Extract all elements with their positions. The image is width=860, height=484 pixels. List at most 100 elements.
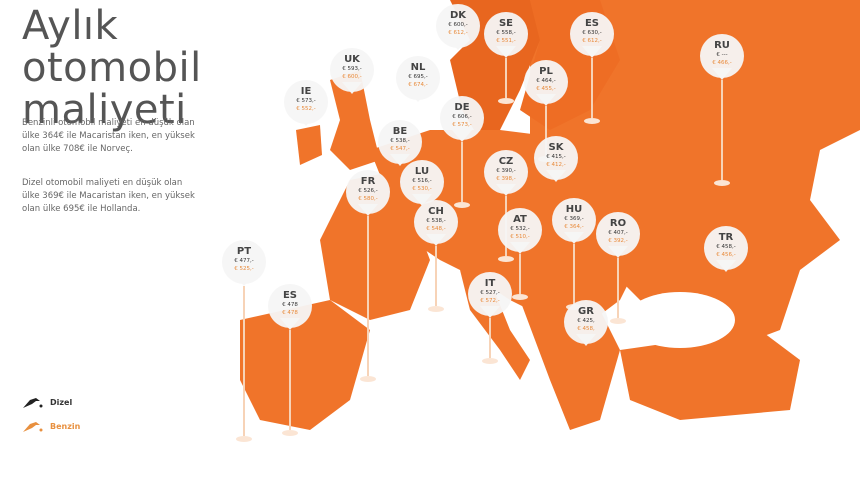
pin-bubble: SE € 558,- € 551,- xyxy=(484,12,528,56)
petrol-cost: € 674,- xyxy=(408,82,428,88)
pin-bubble: AT € 532,- € 510,- xyxy=(498,208,542,252)
country-pin-gr[interactable]: GR € 425, € 458, xyxy=(564,300,608,400)
country-pin-tr[interactable]: TR € 458,- € 456,- xyxy=(704,226,748,326)
pin-bubble: LU € 516,- € 530,- xyxy=(400,160,444,204)
country-pin-hu[interactable]: HU € 369,- € 364,- xyxy=(552,198,596,310)
petrol-cost: € 612,- xyxy=(448,30,468,36)
pin-bubble: HU € 369,- € 364,- xyxy=(552,198,596,242)
diesel-cost: € 695,- xyxy=(408,74,428,80)
diesel-cost: € 477,- xyxy=(234,258,254,264)
country-pin-ie[interactable]: IE € 573,- € 552,- xyxy=(284,80,328,180)
country-pin-lu[interactable]: LU € 516,- € 530,- xyxy=(400,160,444,260)
petrol-cost: € 455,- xyxy=(536,86,556,92)
petrol-cost: € 530,- xyxy=(412,186,432,192)
country-code: SE xyxy=(498,18,514,29)
country-pin-de[interactable]: DE € 606,- € 573,- xyxy=(440,96,484,208)
pin-base xyxy=(236,436,252,442)
diesel-cost: € 369,- xyxy=(564,216,584,222)
country-pin-cz[interactable]: CZ € 390,- € 398,- xyxy=(484,150,528,262)
petrol-cost: € 573,- xyxy=(452,122,472,128)
country-pin-ru[interactable]: RU € --- € 466,- xyxy=(700,34,744,186)
diesel-cost: € 538,- xyxy=(390,138,410,144)
pin-stem xyxy=(519,254,521,294)
country-pin-se[interactable]: SE € 558,- € 551,- xyxy=(484,12,528,112)
petrol-cost: € 458, xyxy=(577,326,595,332)
pin-bubble: RO € 407,- € 392,- xyxy=(596,212,640,256)
country-code: DK xyxy=(449,10,467,21)
country-code: ES xyxy=(282,290,298,301)
title-line-2: otomobil xyxy=(22,44,202,91)
pin-bubble: TR € 458,- € 456,- xyxy=(704,226,748,270)
country-pin-ch[interactable]: CH € 538,- € 548,- xyxy=(414,200,458,312)
legend: Dizel Benzin xyxy=(22,390,80,438)
diesel-cost: € 464,- xyxy=(536,78,556,84)
country-pin-nl[interactable]: NL € 695,- € 674,- xyxy=(396,56,440,156)
pin-base xyxy=(584,118,600,124)
pin-stem xyxy=(243,286,245,436)
petrol-cost: € 552,- xyxy=(296,106,316,112)
page-title: Aylık otomobil maliyeti xyxy=(22,5,202,131)
pin-bubble: FR € 526,- € 580,- xyxy=(346,170,390,214)
title-line-1: Aylık xyxy=(22,2,119,49)
country-pin-ro[interactable]: RO € 407,- € 392,- xyxy=(596,212,640,324)
pin-base xyxy=(714,180,730,186)
pin-bubble: UK € 593,- € 600,- xyxy=(330,48,374,92)
country-code: AT xyxy=(513,214,527,225)
country-pin-at[interactable]: AT € 532,- € 510,- xyxy=(498,208,542,308)
pin-bubble: IT € 527,- € 572,- xyxy=(468,272,512,316)
petrol-cost: € 456,- xyxy=(716,252,736,258)
pin-base xyxy=(610,318,626,324)
diesel-cost: € 600,- xyxy=(448,22,468,28)
petrol-cost: € 612,- xyxy=(582,38,602,44)
fuel-nozzle-icon xyxy=(23,422,43,432)
diesel-cost: € 630,- xyxy=(582,30,602,36)
diesel-cost: € 390,- xyxy=(496,168,516,174)
petrol-cost: € 572,- xyxy=(480,298,500,304)
petrol-cost: € 466,- xyxy=(712,60,732,66)
pin-bubble: PT € 477,- € 525,- xyxy=(222,240,266,284)
pin-stem xyxy=(505,58,507,98)
pin-stem xyxy=(573,244,575,304)
pin-stem xyxy=(289,330,291,430)
country-code: HU xyxy=(565,204,583,215)
country-pin-fr[interactable]: FR € 526,- € 580,- xyxy=(346,170,390,382)
pin-bubble: DK € 600,- € 612,- xyxy=(436,4,480,48)
legend-petrol-label: Benzin xyxy=(50,421,81,431)
pin-bubble: ES € 478 € 478 xyxy=(268,284,312,328)
diesel-cost: € 478 xyxy=(282,302,298,308)
diesel-cost: € 415,- xyxy=(546,154,566,160)
pin-base xyxy=(512,294,528,300)
diesel-cost: € 538,- xyxy=(426,218,446,224)
diesel-cost: € 516,- xyxy=(412,178,432,184)
country-pin-it[interactable]: IT € 527,- € 572,- xyxy=(468,272,512,372)
diesel-cost: € 458,- xyxy=(716,244,736,250)
legend-diesel-label: Dizel xyxy=(50,397,73,407)
country-code: CZ xyxy=(498,156,514,167)
country-pin-pt[interactable]: PT € 477,- € 525,- xyxy=(222,240,266,442)
pin-bubble: ES € 630,- € 612,- xyxy=(570,12,614,56)
europe-map: DK € 600,- € 612,- SE € 558,- € 551,- ES € 630,… xyxy=(200,0,860,480)
petrol-cost: € 551,- xyxy=(496,38,516,44)
legend-petrol: Benzin xyxy=(22,414,80,438)
country-pin-be[interactable]: BE € 538,- € 547,- xyxy=(378,120,422,220)
country-pin-dk[interactable]: DK € 600,- € 612,- xyxy=(436,4,480,104)
country-code: IT xyxy=(484,278,496,289)
country-pin-sk[interactable]: SK € 415,- € 412,- xyxy=(534,136,578,236)
country-pin-es[interactable]: ES € 630,- € 612,- xyxy=(570,12,614,124)
pin-bubble: PL € 464,- € 455,- xyxy=(524,60,568,104)
pin-base xyxy=(360,376,376,382)
pin-stem xyxy=(367,216,369,376)
country-pin-es[interactable]: ES € 478 € 478 xyxy=(268,284,312,436)
petrol-cost: € 392,- xyxy=(608,238,628,244)
diesel-cost: € --- xyxy=(716,52,728,58)
country-code: UK xyxy=(344,54,360,65)
pin-stem xyxy=(545,106,547,156)
pin-bubble: GR € 425, € 458, xyxy=(564,300,608,344)
country-code: DE xyxy=(454,102,470,113)
country-code: ES xyxy=(584,18,600,29)
pin-bubble: SK € 415,- € 412,- xyxy=(534,136,578,180)
country-pin-uk[interactable]: UK € 593,- € 600,- xyxy=(330,48,374,148)
pin-stem xyxy=(489,318,491,358)
pin-base xyxy=(428,306,444,312)
petrol-cost: € 548,- xyxy=(426,226,446,232)
